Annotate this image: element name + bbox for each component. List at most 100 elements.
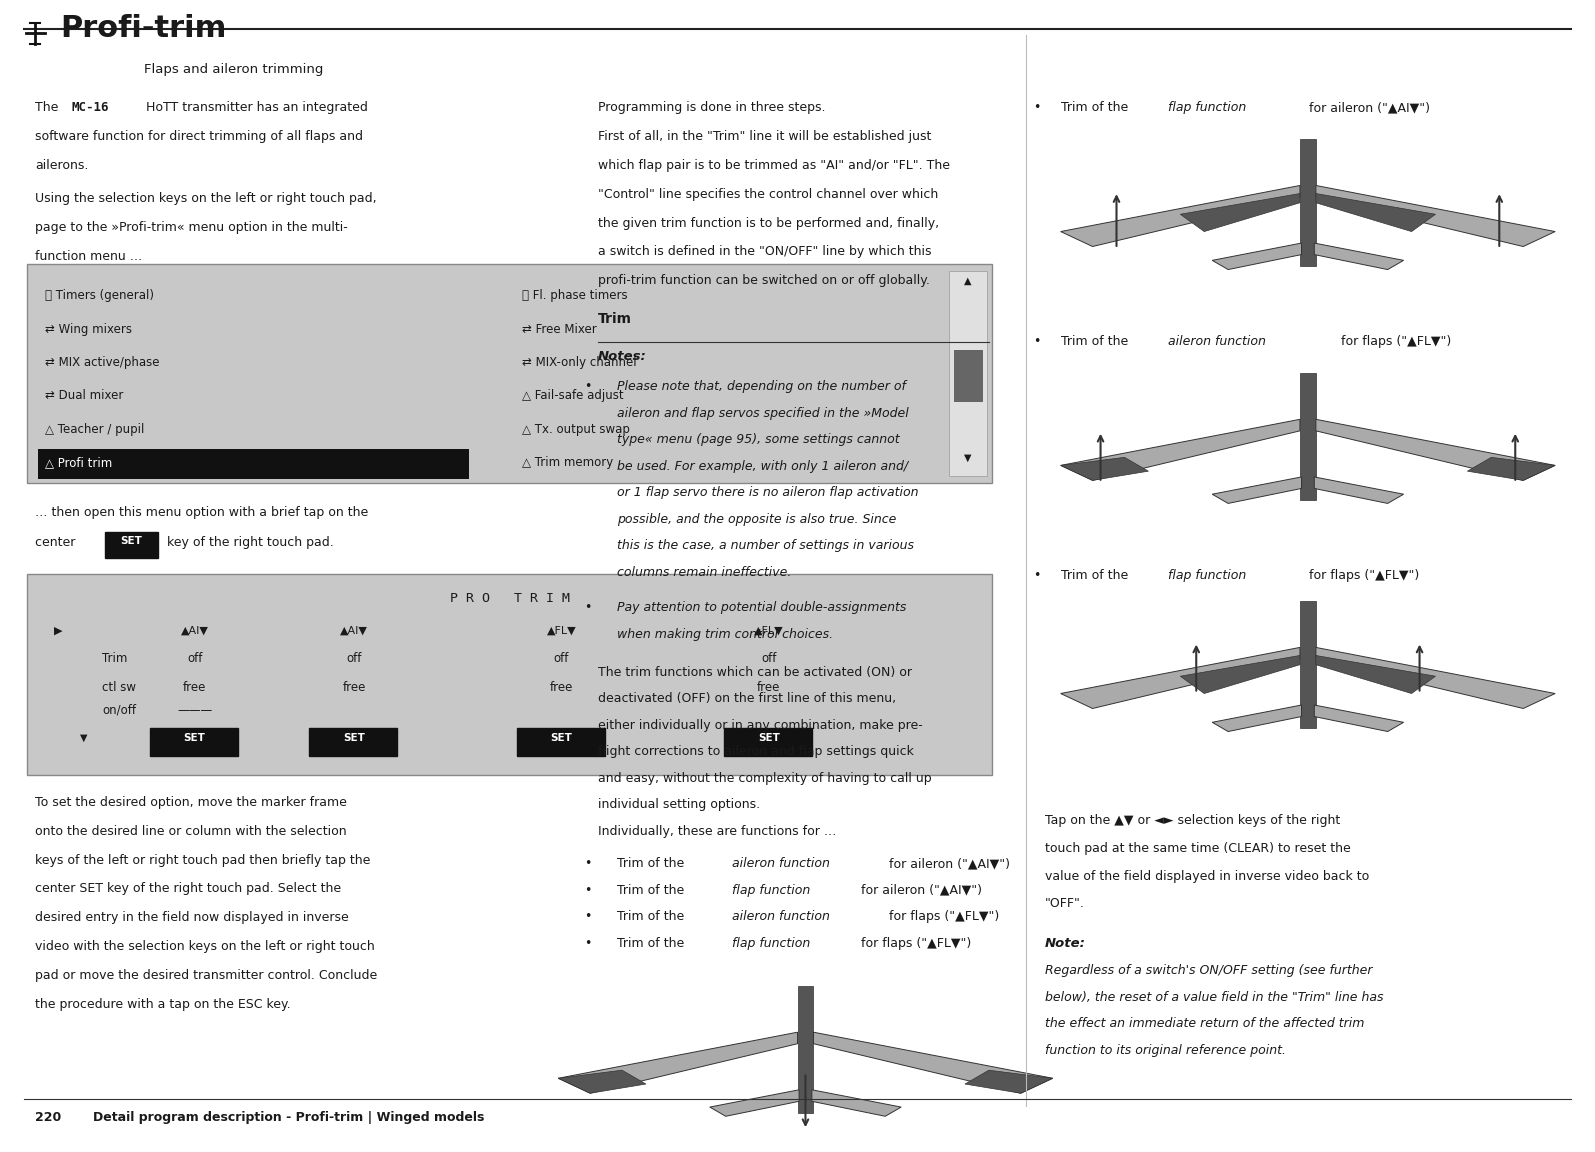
Text: profi-trim function can be switched on or off globally.: profi-trim function can be switched on o… (598, 274, 930, 287)
Text: ———: ——— (177, 704, 212, 717)
Text: type« menu (page 95), some settings cannot: type« menu (page 95), some settings cann… (617, 433, 900, 446)
Text: function to its original reference point.: function to its original reference point… (1045, 1044, 1286, 1056)
Text: function menu …: function menu … (35, 250, 142, 263)
Text: off: off (187, 652, 203, 665)
Polygon shape (1061, 647, 1300, 708)
Text: ▲FL▼: ▲FL▼ (754, 626, 783, 636)
Text: ▼: ▼ (965, 453, 971, 463)
Text: and easy, without the complexity of having to call up: and easy, without the complexity of havi… (598, 772, 931, 785)
Text: free: free (550, 681, 573, 694)
Text: To set the desired option, move the marker frame: To set the desired option, move the mark… (35, 796, 348, 809)
Text: Note:: Note: (1045, 937, 1086, 949)
Text: Trim of the: Trim of the (617, 857, 689, 870)
Text: flap function: flap function (732, 884, 810, 896)
Text: for flaps ("▲FL▼"): for flaps ("▲FL▼") (885, 910, 1000, 923)
Text: Trim of the: Trim of the (617, 937, 689, 949)
Text: •: • (1034, 101, 1042, 114)
Bar (724, 728, 812, 756)
Text: ▼: ▼ (80, 733, 88, 743)
Text: video with the selection keys on the left or right touch: video with the selection keys on the lef… (35, 940, 375, 953)
Text: Detail program description - Profi-trim | Winged models: Detail program description - Profi-trim … (93, 1111, 483, 1123)
Text: deactivated (OFF) on the first line of this menu,: deactivated (OFF) on the first line of t… (598, 692, 896, 705)
Polygon shape (1212, 477, 1302, 503)
Text: flap function: flap function (1168, 569, 1246, 582)
Polygon shape (812, 1090, 901, 1116)
Text: "OFF".: "OFF". (1045, 897, 1085, 910)
Text: columns remain ineffective.: columns remain ineffective. (617, 566, 791, 578)
Bar (150, 728, 238, 756)
Text: Programming is done in three steps.: Programming is done in three steps. (598, 101, 826, 114)
Text: •: • (584, 380, 592, 393)
Text: when making trim control choices.: when making trim control choices. (617, 628, 834, 641)
Text: ▲AI▼: ▲AI▼ (180, 626, 209, 636)
Text: software function for direct trimming of all flaps and: software function for direct trimming of… (35, 130, 364, 143)
Bar (1300, 601, 1316, 728)
Text: onto the desired line or column with the selection: onto the desired line or column with the… (35, 825, 346, 838)
Polygon shape (1061, 185, 1300, 247)
Text: aileron function: aileron function (732, 857, 829, 870)
Text: SET: SET (550, 733, 573, 743)
Text: value of the field displayed in inverse video back to: value of the field displayed in inverse … (1045, 870, 1369, 882)
Text: •: • (584, 910, 592, 923)
Text: desired entry in the field now displayed in inverse: desired entry in the field now displayed… (35, 911, 349, 924)
Text: Pay attention to potential double-assignments: Pay attention to potential double-assign… (617, 601, 906, 614)
Polygon shape (1316, 647, 1555, 708)
Text: flap function: flap function (732, 937, 810, 949)
Text: •: • (584, 601, 592, 614)
Bar (27, 574, 992, 775)
Text: Tap on the ▲▼ or ◄► selection keys of the right: Tap on the ▲▼ or ◄► selection keys of th… (1045, 814, 1340, 827)
Text: •: • (1034, 335, 1042, 348)
Text: Trim: Trim (102, 652, 128, 665)
Text: △ Fail-safe adjust: △ Fail-safe adjust (522, 389, 624, 402)
Text: ⇄ Wing mixers: ⇄ Wing mixers (45, 323, 132, 335)
Text: possible, and the opposite is also true. Since: possible, and the opposite is also true.… (617, 513, 896, 525)
Text: •: • (584, 857, 592, 870)
Text: SET: SET (183, 733, 206, 743)
Polygon shape (1212, 243, 1302, 270)
Text: HoTT transmitter has an integrated: HoTT transmitter has an integrated (142, 101, 368, 114)
Text: △ Tx. output swap: △ Tx. output swap (522, 423, 630, 435)
Text: off: off (553, 652, 569, 665)
Text: center: center (35, 536, 80, 548)
Text: P R O   T R I M: P R O T R I M (450, 592, 569, 605)
Text: ctl sw: ctl sw (102, 681, 136, 694)
Text: flight corrections to aileron and flap settings quick: flight corrections to aileron and flap s… (598, 745, 914, 758)
Text: Notes:: Notes: (598, 350, 648, 363)
Text: aileron function: aileron function (1168, 335, 1265, 348)
Text: ⏲ Timers (general): ⏲ Timers (general) (45, 289, 153, 302)
Text: below), the reset of a value field in the "Trim" line has: below), the reset of a value field in th… (1045, 991, 1383, 1003)
Text: the effect an immediate return of the affected trim: the effect an immediate return of the af… (1045, 1017, 1364, 1030)
Text: … then open this menu option with a brief tap on the: … then open this menu option with a brie… (35, 506, 368, 518)
Text: ailerons.: ailerons. (35, 159, 88, 172)
Text: ▲FL▼: ▲FL▼ (547, 626, 576, 636)
Polygon shape (1314, 243, 1404, 270)
Text: off: off (761, 652, 777, 665)
Polygon shape (965, 1070, 1053, 1093)
Text: a switch is defined in the "ON/OFF" line by which this: a switch is defined in the "ON/OFF" line… (598, 245, 931, 258)
Text: •: • (1034, 569, 1042, 582)
Text: the procedure with a tap on the ESC key.: the procedure with a tap on the ESC key. (35, 998, 290, 1010)
Text: free: free (183, 681, 206, 694)
Text: for flaps ("▲FL▼"): for flaps ("▲FL▼") (857, 937, 971, 949)
Text: SET: SET (343, 733, 365, 743)
Text: Trim of the: Trim of the (617, 910, 689, 923)
Text: aileron function: aileron function (732, 910, 829, 923)
Text: for aileron ("▲AI▼"): for aileron ("▲AI▼") (857, 884, 981, 896)
Polygon shape (1180, 194, 1300, 232)
Bar (1300, 139, 1316, 266)
Text: 220: 220 (35, 1111, 61, 1123)
Polygon shape (1314, 705, 1404, 732)
Text: Trim of the: Trim of the (1061, 569, 1132, 582)
Polygon shape (1316, 419, 1555, 480)
Bar (1300, 373, 1316, 500)
Bar (798, 986, 813, 1113)
Text: △ Profi trim: △ Profi trim (45, 456, 112, 469)
Text: ⇄ MIX active/phase: ⇄ MIX active/phase (45, 356, 160, 369)
Text: Trim: Trim (598, 312, 632, 326)
Text: free: free (343, 681, 365, 694)
Bar (309, 728, 397, 756)
Text: on/off: on/off (102, 704, 136, 717)
Text: the given trim function is to be performed and, finally,: the given trim function is to be perform… (598, 217, 939, 229)
Text: Using the selection keys on the left or right touch pad,: Using the selection keys on the left or … (35, 192, 376, 205)
Polygon shape (1061, 457, 1148, 480)
